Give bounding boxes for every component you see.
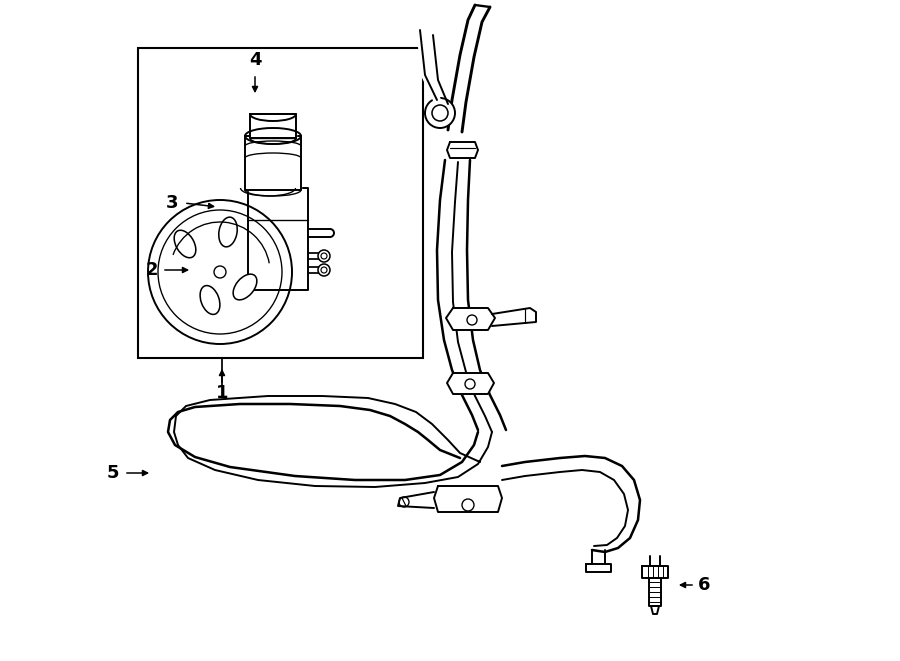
Ellipse shape	[200, 286, 220, 315]
Ellipse shape	[233, 274, 256, 300]
Polygon shape	[642, 566, 668, 578]
Circle shape	[214, 266, 226, 278]
Polygon shape	[446, 308, 495, 330]
Ellipse shape	[175, 230, 196, 258]
Text: 2: 2	[146, 261, 158, 279]
Polygon shape	[447, 373, 494, 394]
Circle shape	[318, 264, 330, 276]
Polygon shape	[586, 564, 611, 572]
Polygon shape	[651, 606, 659, 614]
Circle shape	[318, 250, 330, 262]
Polygon shape	[245, 136, 301, 190]
Polygon shape	[492, 308, 536, 326]
Polygon shape	[649, 578, 661, 606]
Circle shape	[425, 98, 455, 128]
Polygon shape	[250, 114, 296, 138]
Text: 3: 3	[166, 194, 178, 212]
Text: 5: 5	[107, 464, 119, 482]
Polygon shape	[398, 492, 434, 508]
Bar	[138, 48, 423, 358]
Polygon shape	[248, 188, 308, 290]
Polygon shape	[447, 142, 478, 158]
Ellipse shape	[219, 217, 238, 247]
Text: 6: 6	[698, 576, 710, 594]
Text: 1: 1	[216, 384, 229, 402]
Polygon shape	[434, 486, 502, 512]
Text: 4: 4	[248, 51, 261, 69]
